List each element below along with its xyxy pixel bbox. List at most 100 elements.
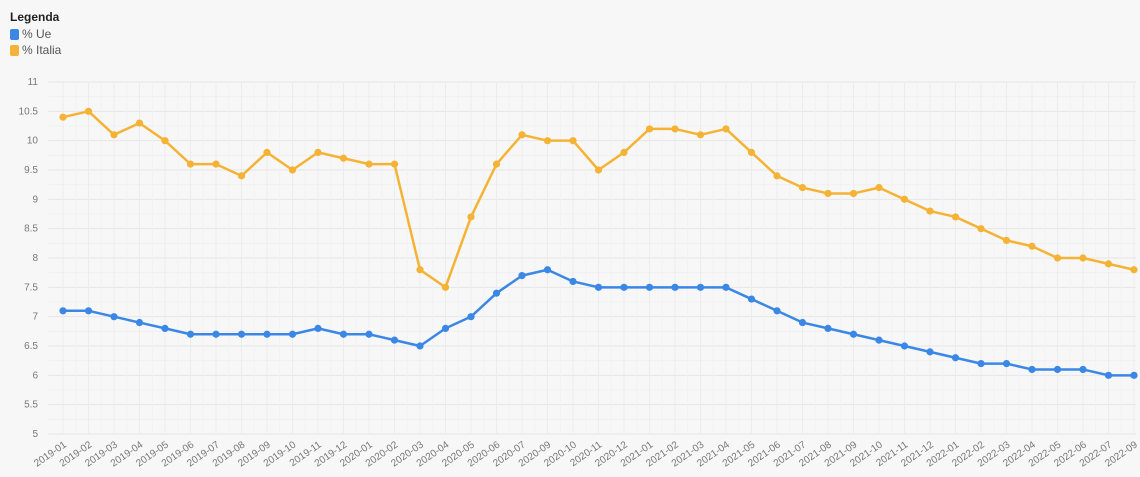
data-point-italia	[1079, 254, 1087, 262]
data-point-italia	[110, 131, 118, 139]
data-point-ue	[1053, 365, 1062, 374]
data-point-ue	[696, 283, 705, 291]
legend-title: Legenda	[10, 10, 60, 24]
data-point-italia	[543, 137, 552, 145]
data-point-ue	[339, 330, 348, 338]
data-point-ue	[441, 324, 450, 332]
data-point-italia	[59, 113, 67, 121]
y-tick-label: 8.5	[24, 224, 38, 235]
data-point-ue	[594, 283, 603, 291]
data-point-italia	[212, 160, 220, 168]
data-point-ue	[773, 307, 781, 315]
data-point-ue	[212, 330, 220, 338]
data-point-italia	[722, 125, 730, 133]
data-point-ue	[849, 330, 858, 338]
series-group	[59, 107, 1138, 379]
legend: Legenda % Ue % Italia	[10, 10, 61, 58]
data-point-italia	[1028, 242, 1036, 250]
legend-item-ue[interactable]: % Ue	[10, 26, 61, 42]
y-tick-label: 5.5	[24, 400, 38, 411]
y-tick-label: 6	[32, 370, 38, 381]
data-point-italia	[900, 195, 909, 203]
data-point-ue	[926, 348, 934, 356]
data-point-ue	[416, 342, 424, 350]
data-point-italia	[339, 154, 348, 162]
data-point-ue	[1079, 365, 1087, 374]
data-point-italia	[569, 137, 577, 145]
data-point-ue	[186, 330, 195, 338]
data-point-italia	[824, 189, 832, 198]
data-point-ue	[518, 272, 526, 280]
data-point-italia	[518, 131, 526, 139]
y-tick-label: 7.5	[24, 282, 38, 293]
data-point-ue	[110, 313, 118, 321]
data-point-italia	[875, 184, 883, 192]
y-tick-label: 10.5	[19, 106, 39, 117]
data-point-ue	[263, 330, 271, 338]
data-point-italia	[288, 166, 297, 174]
data-point-italia	[1130, 266, 1138, 274]
y-tick-label: 11	[28, 77, 39, 88]
data-point-ue	[135, 318, 144, 327]
grid	[48, 81, 1136, 435]
data-point-italia	[365, 160, 373, 168]
legend-label-ue: % Ue	[22, 27, 52, 41]
data-point-ue	[875, 336, 883, 344]
data-point-italia	[314, 148, 322, 156]
x-axis: 2019-012019-022019-032019-042019-052019-…	[32, 439, 1140, 469]
data-point-italia	[161, 137, 169, 145]
data-point-ue	[747, 295, 756, 303]
data-point-italia	[1104, 260, 1113, 268]
data-point-ue	[492, 289, 501, 297]
data-point-ue	[1002, 360, 1011, 368]
legend-swatch-ue	[10, 28, 19, 40]
y-tick-label: 7	[32, 312, 38, 323]
data-point-ue	[467, 313, 475, 321]
data-point-ue	[365, 330, 373, 338]
data-point-ue	[569, 277, 577, 286]
y-tick-label: 9.5	[24, 165, 38, 176]
data-point-italia	[620, 148, 628, 156]
data-point-italia	[1002, 236, 1011, 244]
data-point-ue	[824, 324, 832, 332]
data-point-ue	[951, 354, 960, 362]
data-point-italia	[492, 160, 501, 168]
data-point-ue	[1130, 371, 1138, 379]
y-tick-label: 5	[32, 429, 38, 440]
data-point-italia	[849, 189, 858, 198]
data-point-ue	[84, 307, 93, 315]
data-point-italia	[135, 119, 144, 127]
y-axis: 5 5.5 6 6.5 7 7.5 8 8.5 9 9.5 10 10.5 11	[19, 77, 39, 440]
data-point-ue	[1028, 365, 1036, 374]
data-point-italia	[594, 166, 603, 174]
data-point-italia	[696, 131, 705, 139]
y-tick-label: 8	[32, 253, 38, 264]
data-point-ue	[543, 266, 552, 274]
data-point-italia	[671, 125, 679, 133]
data-point-italia	[467, 213, 475, 221]
data-point-italia	[263, 148, 271, 156]
data-point-ue	[645, 283, 654, 291]
data-point-ue	[977, 360, 985, 368]
data-point-italia	[441, 283, 450, 291]
data-point-italia	[747, 148, 756, 156]
data-point-ue	[59, 307, 67, 315]
data-point-ue	[900, 342, 909, 350]
legend-item-italia[interactable]: % Italia	[10, 42, 61, 58]
data-point-italia	[1053, 254, 1062, 262]
data-point-ue	[671, 283, 679, 291]
data-point-italia	[977, 225, 985, 233]
data-point-italia	[798, 184, 807, 192]
data-point-italia	[926, 207, 934, 215]
legend-label-italia: % Italia	[22, 43, 62, 57]
data-point-italia	[773, 172, 781, 180]
y-tick-label: 6.5	[24, 341, 38, 352]
data-point-italia	[416, 266, 424, 274]
data-point-ue	[161, 324, 169, 332]
data-point-italia	[186, 160, 195, 168]
data-point-ue	[798, 318, 807, 327]
data-point-italia	[84, 107, 93, 115]
y-tick-label: 9	[32, 194, 38, 205]
data-point-ue	[620, 283, 628, 291]
